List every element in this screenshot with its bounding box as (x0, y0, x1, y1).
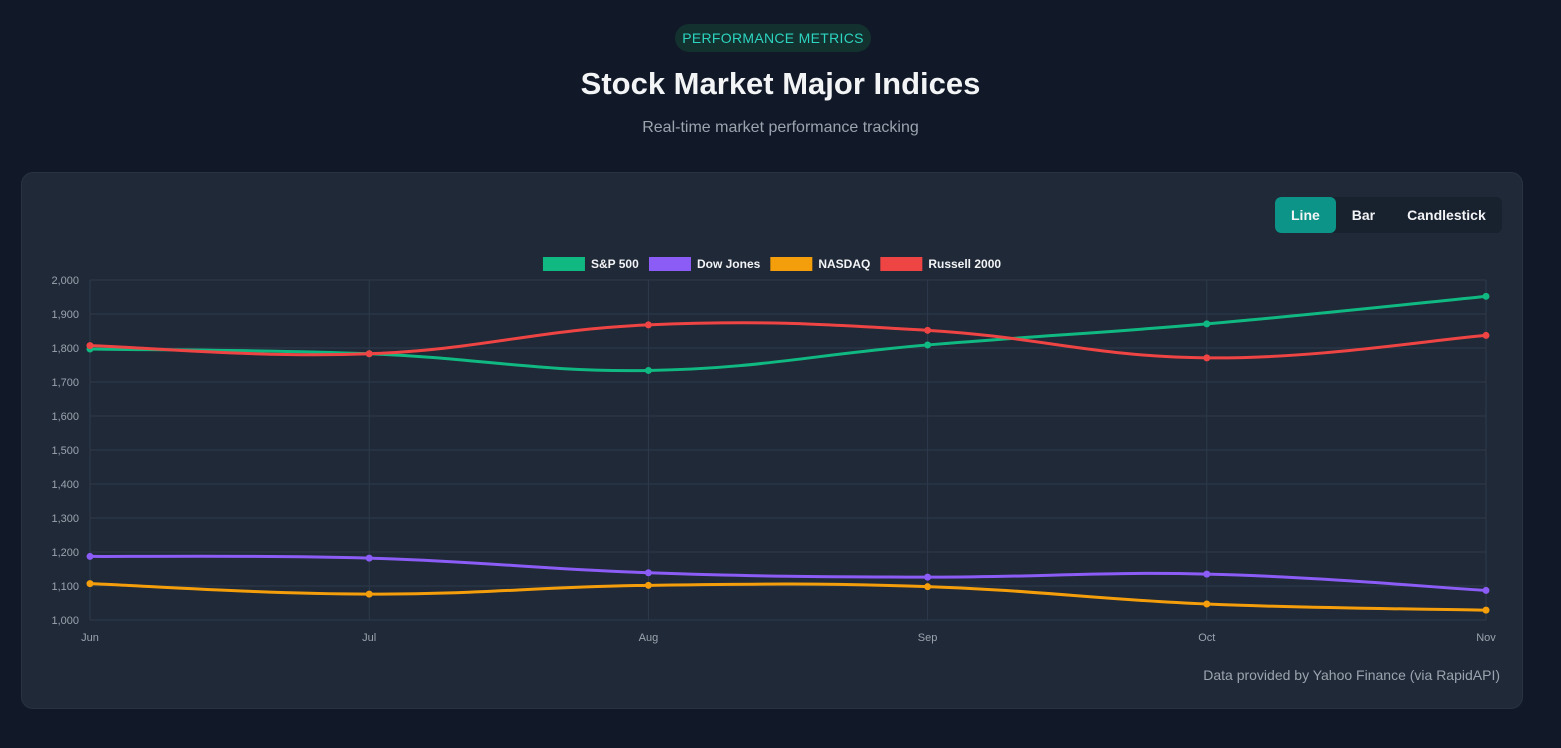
data-point (924, 326, 932, 334)
x-tick-label: Nov (1476, 632, 1496, 644)
series-line (89, 554, 1487, 592)
bar-chart-button[interactable]: Bar (1351, 207, 1376, 223)
data-point (1482, 292, 1490, 300)
data-point (1482, 586, 1490, 594)
y-tick-label: 1,100 (51, 581, 79, 593)
series-line (89, 582, 1487, 612)
series-line (89, 321, 1487, 360)
data-point (365, 350, 373, 358)
data-point (644, 321, 652, 329)
data-point (86, 552, 94, 560)
legend-swatch (880, 257, 923, 271)
data-point (365, 590, 373, 598)
y-tick-label: 1,300 (51, 513, 79, 525)
chart-type-toggle: Line Bar Candlestick (1275, 197, 1502, 233)
y-tick-label: 1,400 (51, 479, 79, 491)
legend-label: S&P 500 (591, 257, 639, 271)
legend-swatch (648, 257, 691, 271)
x-tick-label: Jul (362, 632, 376, 644)
y-tick-label: 1,700 (51, 377, 79, 389)
data-point (1482, 606, 1490, 614)
data-point (1482, 331, 1490, 339)
page-title: Stock Market Major Indices (580, 66, 981, 101)
y-tick-label: 1,600 (51, 411, 79, 423)
section-badge: PERFORMANCE METRICS (675, 24, 871, 52)
data-point (644, 581, 652, 589)
x-tick-label: Sep (918, 632, 938, 644)
y-tick-label: 1,000 (51, 615, 79, 627)
data-point (1203, 570, 1211, 578)
x-tick-label: Oct (1198, 632, 1215, 644)
y-tick-label: 1,200 (51, 547, 79, 559)
data-point (644, 569, 652, 577)
y-tick-label: 2,000 (51, 275, 79, 287)
legend-label: Russell 2000 (928, 257, 1001, 271)
data-point (86, 580, 94, 588)
data-point (1203, 600, 1211, 608)
data-point (644, 366, 652, 374)
legend-swatch (542, 257, 585, 271)
legend-label: NASDAQ (818, 257, 870, 271)
data-point (924, 573, 932, 581)
data-point (1203, 320, 1211, 328)
y-tick-label: 1,500 (51, 445, 79, 457)
data-point (365, 554, 373, 562)
x-tick-label: Aug (639, 632, 659, 644)
line-chart-button[interactable]: Line (1275, 197, 1336, 233)
legend-swatch (770, 257, 813, 271)
data-source-note: Data provided by Yahoo Finance (via Rapi… (1203, 667, 1500, 683)
data-point (1203, 354, 1211, 362)
page-subtitle: Real-time market performance tracking (642, 119, 919, 136)
y-tick-label: 1,900 (51, 309, 79, 321)
legend-label: Dow Jones (697, 257, 761, 271)
data-point (924, 583, 932, 591)
candlestick-chart-button[interactable]: Candlestick (1407, 207, 1486, 223)
x-tick-label: Jun (81, 632, 99, 644)
series-line (89, 294, 1487, 373)
data-point (924, 341, 932, 349)
y-tick-label: 1,800 (51, 343, 79, 355)
data-point (86, 342, 94, 350)
